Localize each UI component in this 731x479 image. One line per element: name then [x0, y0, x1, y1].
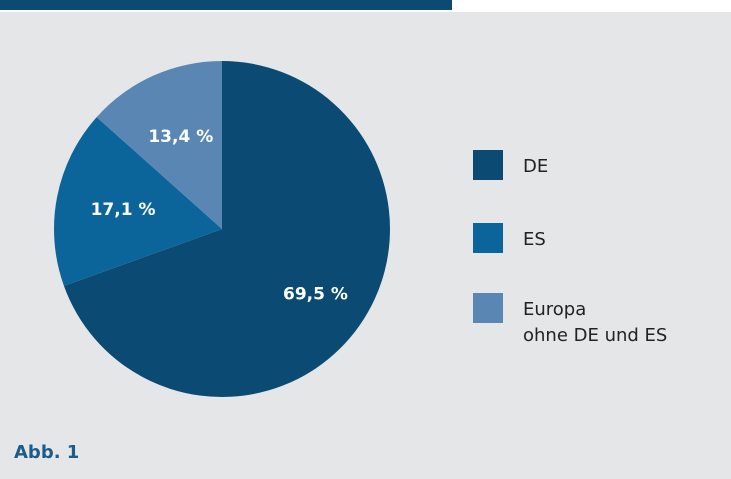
- legend-swatch: [473, 293, 503, 323]
- legend-swatch: [473, 150, 503, 180]
- legend-label: ES: [523, 229, 546, 250]
- pie-slice: [53, 117, 222, 286]
- legend-label: DE: [523, 156, 549, 177]
- data-label: 13,4 %: [148, 127, 213, 147]
- legend-swatch: [473, 223, 503, 253]
- data-label: 17,1 %: [91, 200, 156, 220]
- data-label: 69,5 %: [283, 285, 348, 305]
- legend-label: Europa ohne DE und ES: [523, 299, 668, 346]
- pie-slice: [63, 61, 390, 398]
- top-bar: [0, 0, 452, 10]
- pie-slice: [96, 61, 222, 229]
- caption: Abb. 1: [14, 442, 80, 463]
